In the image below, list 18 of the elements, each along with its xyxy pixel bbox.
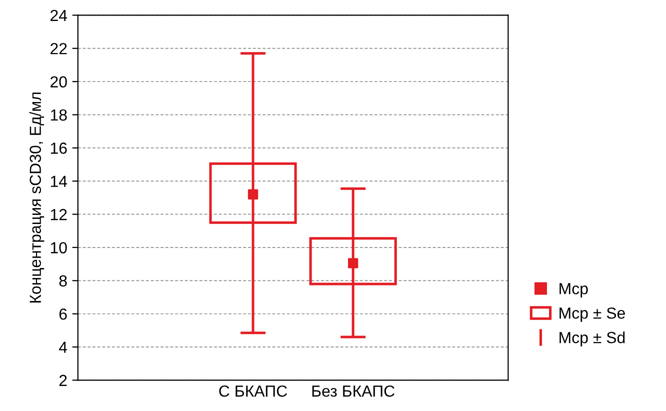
- y-axis-title: Концентрация sCD30, Ед/мл: [29, 92, 44, 303]
- legend-label: Mcp ± Sd: [560, 332, 625, 346]
- legend-label: Mcp: [560, 283, 588, 298]
- y-tick-label: 8: [59, 275, 67, 287]
- y-tick-label: 14: [50, 176, 68, 187]
- y-tick-label: 2: [59, 374, 67, 386]
- x-tick-label: Без БКАПС: [312, 385, 394, 397]
- y-tick-label: 6: [59, 308, 67, 320]
- y-tick-label: 16: [50, 142, 67, 154]
- x-tick-label: С БКАПС: [219, 385, 288, 397]
- y-tick-label: 10: [50, 242, 67, 254]
- legend-label: Mcp ± Se: [560, 307, 625, 322]
- y-tick-label: 22: [50, 43, 67, 54]
- y-tick-label: 24: [50, 10, 68, 21]
- y-tick-label: 12: [50, 208, 67, 220]
- y-tick-label: 20: [50, 76, 67, 88]
- y-tick-label: 18: [50, 109, 67, 121]
- y-tick-label: 4: [58, 342, 68, 353]
